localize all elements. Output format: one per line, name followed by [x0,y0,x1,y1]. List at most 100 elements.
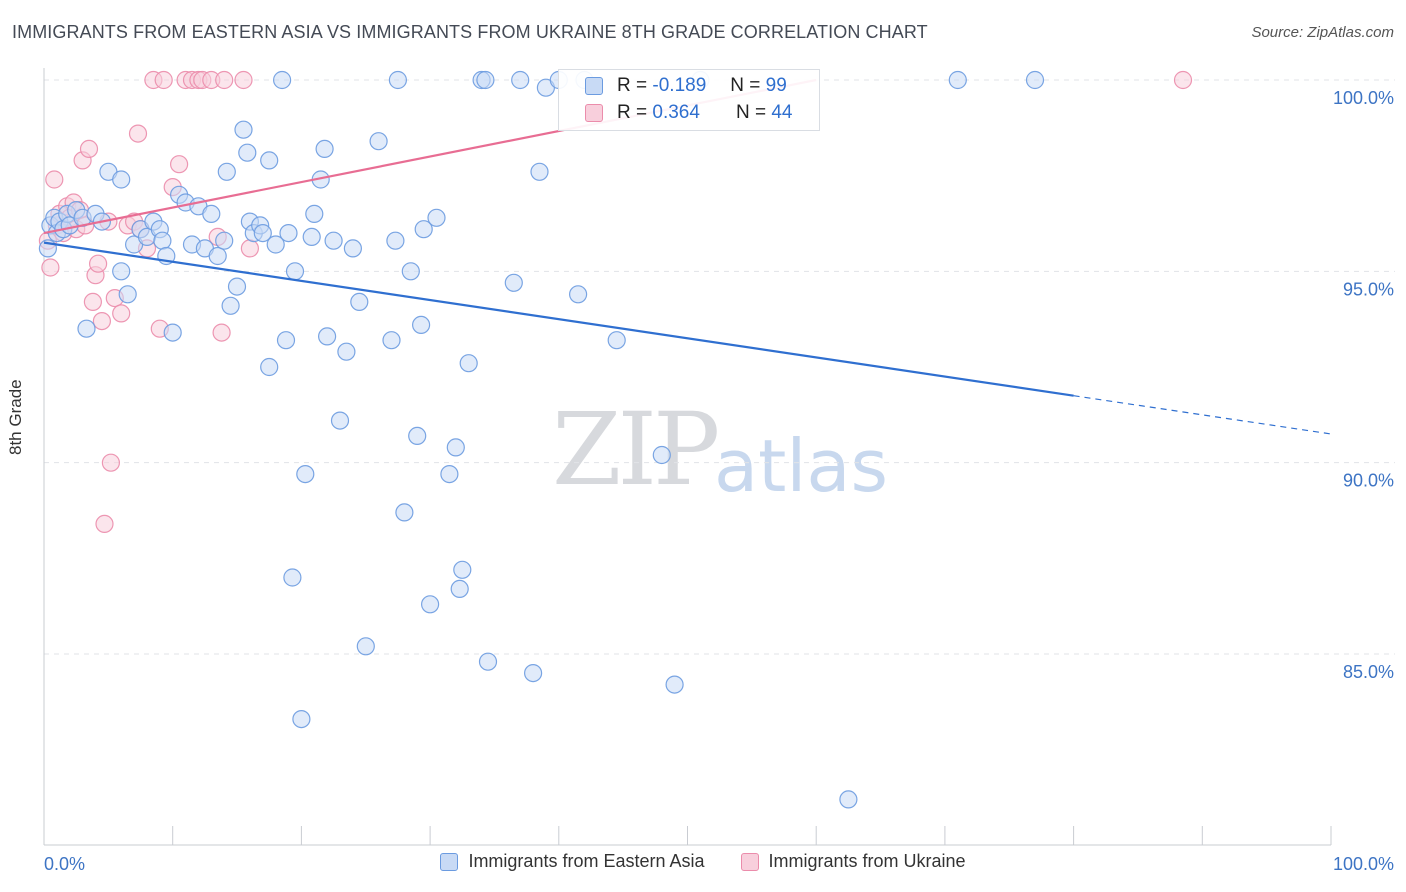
n-value-blue: 99 [765,75,787,96]
pink-swatch [585,104,603,122]
chart-title: IMMIGRANTS FROM EASTERN ASIA VS IMMIGRAN… [12,22,928,42]
point-ukraine [215,70,234,90]
point-ukraine [234,70,253,90]
point-eastern-asia [260,151,279,170]
x-tick-label: 100.0% [1333,854,1394,874]
point-eastern-asia [459,354,478,373]
n-value-pink: 44 [771,102,793,123]
point-eastern-asia [318,327,337,346]
point-eastern-asia [401,262,420,281]
point-eastern-asia [283,568,302,587]
source-credit: Source: ZipAtlas.com [1251,24,1394,41]
point-eastern-asia [523,663,543,683]
watermark-atlas: atlas [714,424,888,508]
point-eastern-asia [266,235,285,254]
stats-legend: R = -0.189 N = 99 R = 0.364 N = 44 [558,69,820,131]
point-ukraine [83,292,103,311]
point-ukraine [95,514,114,534]
point-eastern-asia [324,231,343,250]
point-eastern-asia [350,292,369,311]
point-ukraine [240,239,259,258]
point-eastern-asia [1025,70,1045,90]
point-ukraine [128,124,148,143]
point-eastern-asia [315,139,334,158]
point-eastern-asia [305,204,324,223]
blue-swatch [585,77,603,95]
point-eastern-asia [839,790,858,809]
point-eastern-asia [386,231,405,250]
legend-swatch-blue [440,852,459,871]
point-eastern-asia [568,285,588,304]
point-eastern-asia [369,132,388,151]
point-eastern-asia [948,70,967,90]
legend-item-eastern-asia[interactable]: Immigrants from Eastern Asia [440,851,705,872]
y-tick-label: 95.0% [1343,279,1394,299]
point-eastern-asia [446,438,465,457]
series-ukraine-points [38,70,1193,534]
point-eastern-asia [337,342,356,361]
point-eastern-asia [330,411,350,430]
point-ukraine [92,312,112,331]
point-eastern-asia [478,652,498,671]
point-eastern-asia [504,273,523,292]
point-eastern-asia [395,503,414,522]
grid-lines [44,79,1395,655]
point-eastern-asia [450,579,469,599]
point-ukraine [41,258,60,277]
point-eastern-asia [118,285,137,304]
legend-label-eastern-asia: Immigrants from Eastern Asia [468,851,705,871]
point-eastern-asia [388,70,407,90]
point-eastern-asia [607,331,626,350]
point-eastern-asia [511,70,530,90]
legend-swatch-pink [740,852,759,871]
point-eastern-asia [421,595,440,614]
n-label-blue: N = [730,75,761,96]
x-tick-label: 0.0% [44,854,85,874]
point-ukraine [101,453,121,472]
point-ukraine [79,139,99,158]
point-ukraine [212,323,231,342]
point-eastern-asia [227,277,247,296]
point-eastern-asia [208,246,227,266]
point-ukraine [45,170,64,189]
trendline-eastern-asia-extension [1073,395,1332,435]
point-eastern-asia [112,170,131,189]
point-eastern-asia [217,162,236,181]
point-eastern-asia [276,331,296,350]
y-axis-label: 8th Grade [6,379,25,455]
point-eastern-asia [408,426,427,445]
point-ukraine [154,70,173,90]
legend-item-ukraine[interactable]: Immigrants from Ukraine [740,851,966,872]
point-eastern-asia [412,315,431,334]
point-eastern-asia [296,465,315,484]
point-eastern-asia [292,709,311,729]
r-label-blue: R = [617,75,648,96]
stats-row-blue: R = -0.189 N = 99 [585,75,787,97]
r-value-pink: 0.364 [652,102,700,123]
point-eastern-asia [440,465,459,484]
point-eastern-asia [382,331,401,350]
n-label-pink: N = [735,102,767,123]
y-tick-label: 85.0% [1343,662,1394,682]
point-ukraine [88,254,108,273]
point-eastern-asia [279,224,298,243]
point-eastern-asia [215,231,234,250]
point-eastern-asia [253,224,272,243]
axes [43,68,1332,846]
point-eastern-asia [285,262,305,281]
legend-label-ukraine: Immigrants from Ukraine [768,851,966,871]
y-tick-label: 90.0% [1343,471,1394,491]
point-ukraine [1173,70,1193,90]
point-eastern-asia [302,227,321,246]
tick-labels: 100.0% 95.0% 90.0% 85.0% 0.0% 100.0% [44,88,1394,874]
point-eastern-asia [530,162,549,181]
y-tick-label: 100.0% [1333,88,1394,108]
point-ukraine [112,304,131,323]
point-eastern-asia [221,296,240,315]
point-eastern-asia [238,143,257,162]
series-eastern-asia-points [38,70,1045,809]
point-eastern-asia [260,357,279,377]
point-eastern-asia [153,231,172,250]
stats-row-pink: R = 0.364 N = 44 [585,102,792,124]
